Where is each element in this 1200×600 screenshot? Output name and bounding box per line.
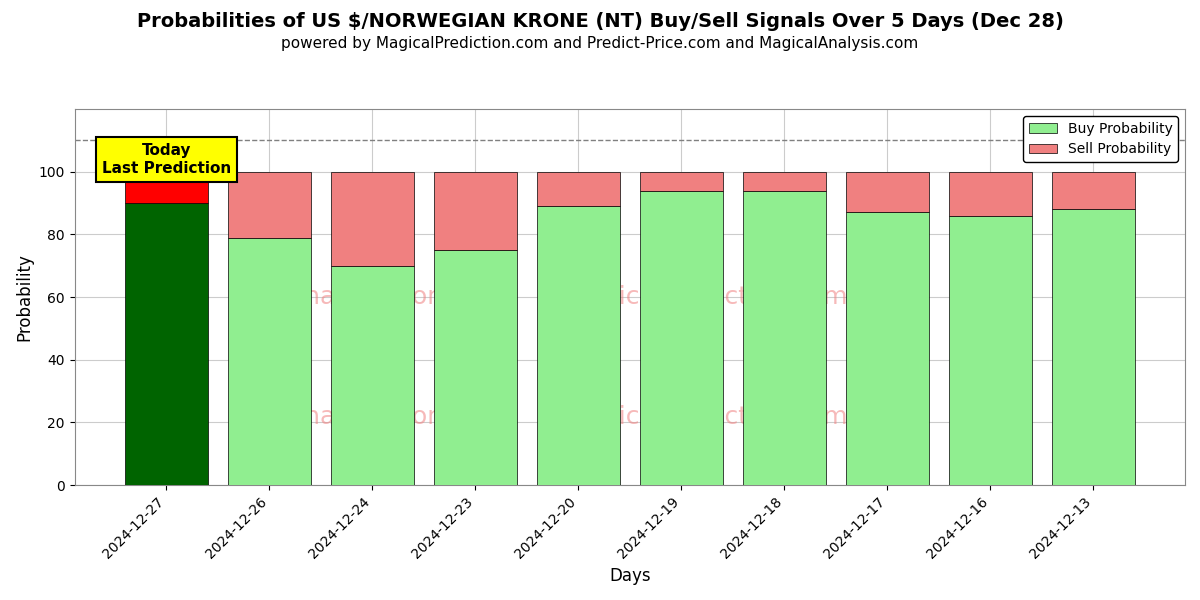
Bar (1052, 172, 1134, 209)
Bar (331, 172, 414, 266)
Bar (228, 238, 311, 485)
Bar (538, 172, 619, 206)
Bar (846, 212, 929, 485)
Text: Today
Last Prediction: Today Last Prediction (102, 143, 230, 176)
Bar (228, 172, 311, 238)
Y-axis label: Probability: Probability (16, 253, 34, 341)
Text: Probabilities of US $/NORWEGIAN KRONE (NT) Buy/Sell Signals Over 5 Days (Dec 28): Probabilities of US $/NORWEGIAN KRONE (N… (137, 12, 1063, 31)
Bar (743, 191, 826, 485)
Bar (538, 206, 619, 485)
Bar (125, 172, 208, 203)
Text: calAnalysis.com: calAnalysis.com (252, 285, 452, 309)
X-axis label: Days: Days (610, 567, 650, 585)
Bar (949, 172, 1032, 215)
Bar (846, 172, 929, 212)
Bar (640, 172, 722, 191)
Text: calAnalysis.com: calAnalysis.com (252, 406, 452, 430)
Bar (434, 172, 516, 250)
Bar (125, 203, 208, 485)
Bar (949, 215, 1032, 485)
Bar (331, 266, 414, 485)
Bar (434, 250, 516, 485)
Bar (1052, 209, 1134, 485)
Text: MagicalPrediction.com: MagicalPrediction.com (566, 285, 848, 309)
Legend: Buy Probability, Sell Probability: Buy Probability, Sell Probability (1024, 116, 1178, 162)
Bar (743, 172, 826, 191)
Text: powered by MagicalPrediction.com and Predict-Price.com and MagicalAnalysis.com: powered by MagicalPrediction.com and Pre… (281, 36, 919, 51)
Bar (640, 191, 722, 485)
Text: MagicalPrediction.com: MagicalPrediction.com (566, 406, 848, 430)
